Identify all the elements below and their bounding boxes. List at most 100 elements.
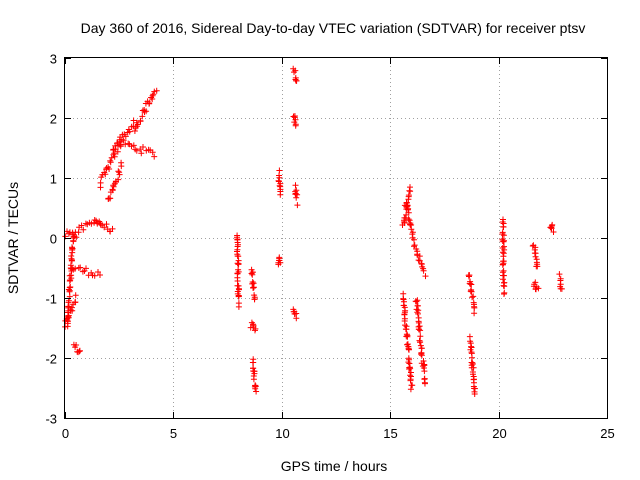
data-point [407, 386, 414, 393]
data-point [468, 349, 475, 356]
data-point [404, 333, 411, 340]
data-point [501, 291, 507, 297]
data-point [101, 224, 108, 231]
data-point [65, 304, 72, 311]
data-point [534, 263, 541, 270]
data-point [78, 222, 85, 229]
data-point [420, 358, 427, 364]
data-point [469, 294, 476, 301]
data-point [248, 270, 255, 277]
data-point [114, 139, 121, 146]
data-point [102, 171, 109, 178]
data-point [418, 260, 425, 267]
data-point [235, 260, 242, 267]
data-point [417, 333, 424, 340]
data-point [291, 69, 297, 76]
y-tick-label: 3 [50, 52, 57, 67]
data-point [110, 183, 117, 190]
x-tick-label: 0 [62, 426, 69, 441]
data-point [468, 281, 475, 288]
data-point [69, 245, 76, 252]
data-point [133, 147, 140, 154]
data-point [548, 222, 555, 229]
y-tick-label: 1 [50, 172, 57, 187]
data-point [70, 237, 77, 244]
data-point [409, 229, 416, 236]
data-point [468, 288, 475, 295]
data-point [532, 279, 539, 286]
data-point [235, 241, 241, 248]
data-point [75, 229, 82, 236]
data-point [106, 166, 113, 172]
data-point [470, 364, 477, 371]
y-tick-label: -1 [45, 292, 57, 307]
y-tick-label: 2 [50, 112, 57, 127]
data-point [292, 121, 299, 128]
data-point [97, 179, 104, 186]
data-points [62, 65, 565, 397]
data-point [277, 259, 284, 266]
data-point [235, 303, 242, 310]
data-point [415, 257, 422, 264]
data-point [422, 380, 428, 387]
plot-frame [64, 57, 608, 419]
data-point [107, 157, 114, 164]
data-point [250, 359, 257, 366]
x-tick-label: 10 [275, 426, 289, 441]
data-point [292, 182, 299, 189]
data-point [402, 322, 408, 329]
y-tick-label: 0 [50, 232, 57, 247]
data-point [97, 272, 103, 278]
data-point [411, 236, 417, 243]
data-point [122, 133, 129, 140]
data-point [405, 206, 411, 213]
x-tick-label: 5 [170, 426, 177, 441]
data-point [118, 159, 125, 166]
data-point [557, 285, 564, 292]
data-point [143, 108, 150, 115]
data-point [501, 272, 507, 279]
data-point [471, 388, 478, 395]
data-point [413, 298, 420, 305]
data-point [417, 339, 424, 345]
data-point [250, 284, 257, 291]
data-point [66, 278, 73, 284]
data-point [249, 271, 256, 278]
data-point [251, 296, 258, 303]
data-point [556, 271, 563, 278]
data-point [235, 293, 242, 300]
data-point [422, 273, 429, 280]
data-point [407, 376, 414, 383]
data-point [407, 365, 414, 372]
data-point [134, 121, 141, 128]
data-point [96, 218, 103, 225]
data-point [88, 220, 95, 227]
data-point [420, 267, 427, 274]
data-point [402, 326, 409, 333]
data-point [293, 310, 300, 317]
data-point [400, 295, 407, 302]
data-point [117, 141, 124, 148]
data-point [417, 342, 424, 349]
data-point [416, 326, 422, 333]
data-point [234, 253, 241, 259]
data-point [140, 144, 146, 150]
x-axis-label: GPS time / hours [281, 458, 388, 474]
data-point [125, 140, 132, 147]
data-point [405, 359, 412, 366]
data-point [401, 315, 408, 322]
x-tick-label: 15 [383, 426, 397, 441]
data-point [417, 327, 424, 334]
data-point [72, 299, 79, 306]
data-point [115, 168, 122, 175]
data-point [408, 382, 415, 389]
data-point [253, 388, 260, 395]
data-point [234, 274, 241, 281]
data-point [469, 369, 476, 375]
data-point [557, 275, 564, 282]
data-point [294, 191, 301, 198]
x-tick-label: 25 [600, 426, 614, 441]
axis-ticks [65, 58, 608, 419]
data-point [153, 87, 160, 94]
